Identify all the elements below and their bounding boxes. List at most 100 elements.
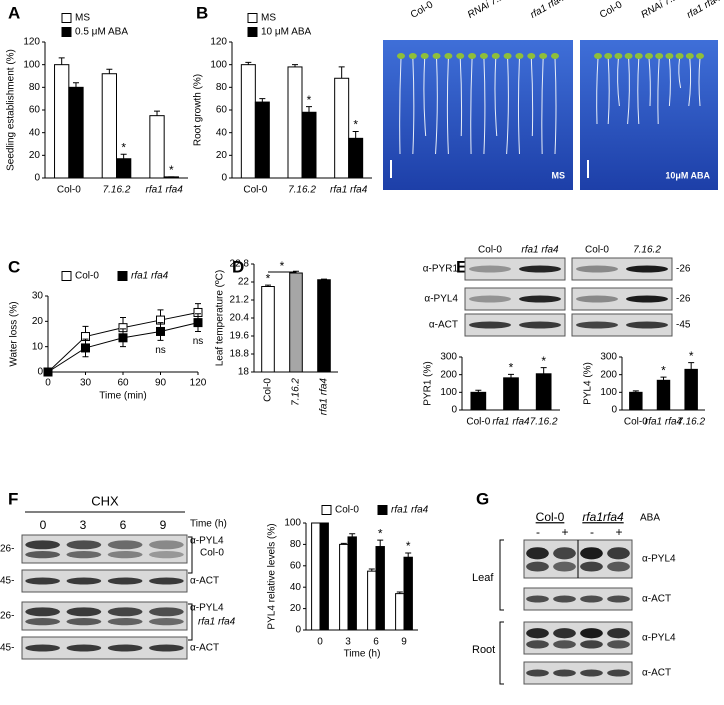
panel-letter: F: [8, 489, 18, 508]
band: [66, 607, 102, 617]
time-unit-label: Time (h): [190, 519, 227, 530]
x-tick-label: 0: [45, 378, 51, 389]
error-bar: [321, 278, 327, 280]
marker: [156, 326, 165, 336]
y-tick-label: 30: [32, 291, 44, 302]
y-tick-label: 100: [284, 518, 301, 529]
seedling-root: [554, 57, 557, 155]
bracket: [673, 35, 703, 40]
band: [607, 595, 630, 603]
significance-mark: *: [266, 271, 271, 285]
band: [553, 628, 576, 639]
genotype-label: 7.16.2: [633, 245, 661, 256]
legend-label: MS: [75, 13, 90, 24]
antibody-label: α-ACT: [642, 668, 671, 679]
seedling-leaf: [456, 53, 465, 59]
seedling-root: [423, 57, 427, 137]
y-axis-label: Water loss (%): [9, 301, 20, 366]
band: [526, 628, 549, 639]
genotype-label: Col-0: [598, 0, 625, 21]
panel-letter: B: [196, 3, 208, 22]
significance-mark: *: [378, 526, 383, 540]
y-tick-label: 200: [600, 369, 617, 380]
y-tick-label: 60: [216, 105, 228, 116]
panel-letter: D: [232, 257, 244, 276]
bracket: [627, 35, 657, 40]
seedling-leaf: [468, 53, 477, 59]
x-tick-label: 7.16.2: [103, 185, 131, 196]
panel-letter: A: [8, 3, 20, 22]
treatment-label: ABA: [640, 513, 660, 524]
band: [526, 640, 549, 649]
error-bar: [106, 68, 113, 74]
band: [576, 295, 618, 303]
seedling-leaf: [604, 53, 613, 59]
bar: [470, 391, 487, 411]
seedling-leaf: [432, 53, 441, 59]
x-tick-label: 7.16.2: [291, 378, 302, 406]
bracket: [188, 603, 193, 641]
seedling-leaf: [444, 53, 453, 59]
y-tick-label: 20: [29, 150, 41, 161]
y-tick-label: 100: [600, 387, 617, 398]
size-label: -26: [676, 264, 691, 275]
error-bar: [245, 61, 252, 65]
bar: [629, 391, 643, 411]
error-bar: [396, 591, 403, 594]
y-tick-label: 300: [600, 352, 617, 363]
tissue-label: Leaf: [472, 572, 494, 584]
bar: [684, 368, 698, 411]
band: [553, 640, 576, 649]
sign-label: -: [536, 525, 540, 539]
band: [580, 561, 603, 572]
seedling-root: [596, 57, 599, 125]
band: [553, 595, 576, 603]
antibody-label: α-PYL4: [424, 294, 458, 305]
x-tick-label: Col-0: [263, 378, 274, 402]
seedling-leaf: [685, 53, 694, 59]
size-label: -26: [676, 294, 691, 305]
x-tick-label: 7.16.2: [530, 417, 558, 428]
size-label: -45: [676, 320, 691, 331]
genotype-label: Col-0: [585, 245, 609, 256]
y-tick-label: 40: [290, 582, 302, 593]
blot: [464, 287, 566, 311]
x-tick-label: Col-0: [243, 185, 267, 196]
seedling-root: [483, 57, 486, 155]
seedling-leaf: [645, 53, 653, 59]
y-tick-label: 10: [32, 341, 44, 352]
legend-label: 10 μM ABA: [261, 27, 312, 38]
seedling-root: [648, 57, 651, 107]
band: [519, 265, 561, 273]
significance-mark: *: [541, 354, 546, 368]
band: [149, 617, 184, 626]
marker: [193, 318, 203, 328]
y-tick-label: 22.8: [230, 259, 250, 270]
antibody-label: α-PYL4: [642, 633, 676, 644]
band: [553, 669, 576, 677]
panel-letter: C: [8, 257, 20, 276]
y-axis-label: Seedling establishment (%): [6, 49, 17, 171]
seedling-root: [607, 57, 610, 125]
bar: [149, 115, 165, 179]
genotype-label: rfa1rfa4: [582, 510, 624, 524]
band: [149, 540, 184, 550]
blot: [464, 313, 566, 337]
bar: [656, 379, 671, 411]
band: [25, 577, 60, 585]
y-tick-label: 60: [290, 560, 302, 571]
size-label: 45-: [0, 576, 14, 587]
x-tick-label: 3: [345, 637, 351, 648]
bar: [289, 272, 303, 373]
time-label: 6: [120, 518, 127, 532]
seedling-root: [446, 57, 449, 155]
bar: [301, 111, 317, 179]
bar: [348, 137, 364, 179]
y-tick-label: 19.6: [230, 331, 250, 342]
band: [469, 295, 511, 303]
significance-mark: *: [280, 259, 285, 273]
blot: [21, 569, 188, 593]
y-tick-label: 0: [611, 405, 617, 416]
marker: [81, 343, 90, 353]
y-tick-label: 20.4: [230, 313, 250, 324]
